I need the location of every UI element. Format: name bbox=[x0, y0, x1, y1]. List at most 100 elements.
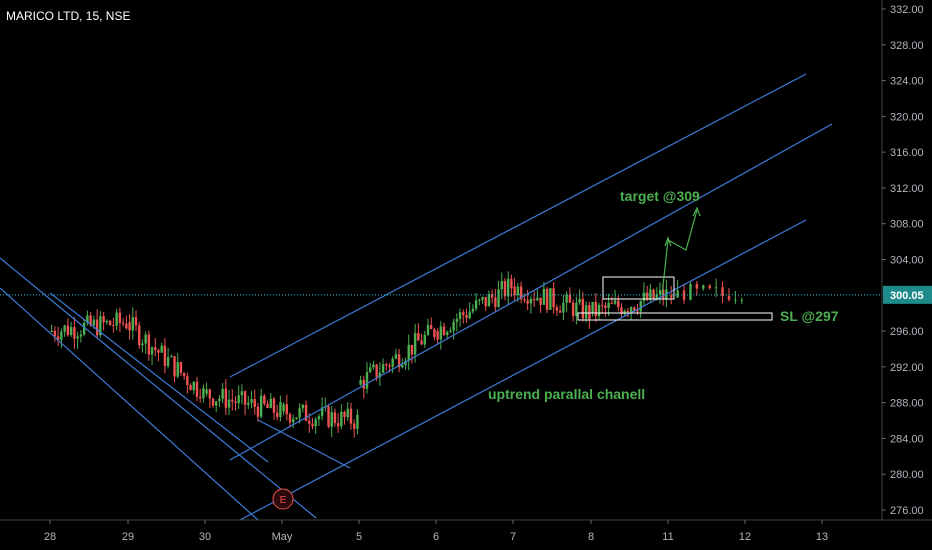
candle-body bbox=[176, 362, 179, 377]
candle-body bbox=[275, 412, 279, 418]
candle-body bbox=[497, 289, 500, 307]
candle-body bbox=[282, 404, 285, 412]
time-tick-label: 28 bbox=[44, 531, 56, 543]
price-tick-label: 312.00 bbox=[890, 183, 924, 195]
candle-body bbox=[288, 414, 292, 423]
channel-label: uptrend parallal chanell bbox=[488, 386, 645, 402]
candle-body bbox=[211, 398, 215, 406]
up-channel-lower-line[interactable] bbox=[239, 219, 807, 521]
event-marker[interactable] bbox=[272, 488, 294, 510]
candle-body bbox=[346, 408, 349, 418]
candle-body bbox=[179, 362, 183, 373]
candle-body bbox=[670, 295, 673, 298]
candle-body bbox=[610, 302, 614, 304]
candle-body bbox=[372, 364, 375, 368]
candle-body bbox=[568, 294, 572, 303]
candle-body bbox=[359, 379, 362, 385]
stoploss-box[interactable] bbox=[577, 312, 773, 321]
candle-body bbox=[426, 325, 430, 335]
candle-body bbox=[259, 395, 263, 417]
candle-body bbox=[221, 388, 224, 399]
down-channel-lower-line[interactable] bbox=[0, 287, 259, 521]
candle-body bbox=[378, 372, 382, 378]
time-tick-label: May bbox=[272, 531, 293, 543]
candle-body bbox=[86, 315, 89, 323]
candle-body bbox=[452, 321, 455, 331]
candle-body bbox=[571, 302, 575, 317]
candle-body bbox=[539, 297, 542, 305]
candle-body bbox=[198, 396, 202, 399]
candle-body bbox=[510, 278, 513, 289]
candle-body bbox=[455, 318, 459, 322]
target-label: target @309 bbox=[620, 188, 700, 204]
annotations-layer: target @309 SL @297 uptrend parallal chane… bbox=[272, 188, 839, 510]
candle-body bbox=[163, 345, 167, 366]
candle-body bbox=[352, 423, 356, 429]
down-channel-upper-line[interactable] bbox=[0, 257, 317, 519]
price-tick-label: 280.00 bbox=[890, 469, 924, 481]
stoploss-label: SL @297 bbox=[780, 308, 839, 324]
candle-body bbox=[604, 305, 607, 309]
time-tick-label: 12 bbox=[739, 531, 751, 543]
candle-body bbox=[375, 364, 378, 378]
candle-body bbox=[484, 297, 487, 307]
candle-body bbox=[102, 316, 105, 323]
candle-body bbox=[92, 319, 96, 326]
candle-body bbox=[536, 297, 539, 301]
candle-body bbox=[545, 288, 549, 310]
candle-body bbox=[295, 417, 298, 419]
candle-body bbox=[734, 299, 737, 301]
target-arrow-head-2 bbox=[664, 236, 672, 247]
down-channel-tail-line[interactable] bbox=[257, 419, 351, 469]
candle-body bbox=[658, 290, 662, 295]
down-channel-mid-line[interactable] bbox=[49, 292, 269, 463]
price-tick-label: 332.00 bbox=[890, 4, 924, 16]
candles-layer bbox=[50, 271, 743, 438]
candle-body bbox=[369, 367, 372, 373]
candle-body bbox=[401, 364, 404, 368]
time-tick-label: 13 bbox=[816, 531, 828, 543]
candle-body bbox=[189, 385, 192, 391]
candle-body bbox=[121, 322, 125, 324]
candle-body bbox=[311, 423, 314, 427]
candle-body bbox=[597, 304, 601, 316]
candle-body bbox=[397, 354, 401, 368]
target-arrow-path[interactable] bbox=[661, 209, 698, 296]
candle-body bbox=[250, 399, 253, 403]
candle-body bbox=[269, 398, 272, 408]
target-arrow-head bbox=[692, 206, 701, 217]
candle-body bbox=[314, 419, 317, 427]
candle-body bbox=[50, 330, 53, 332]
candle-body bbox=[474, 300, 478, 309]
candle-body bbox=[423, 334, 426, 345]
candle-body bbox=[76, 336, 79, 339]
candle-body bbox=[702, 285, 705, 289]
candle-body bbox=[394, 354, 398, 359]
candle-body bbox=[449, 330, 452, 332]
candle-body bbox=[523, 299, 526, 301]
candle-body bbox=[82, 322, 86, 335]
candle-body bbox=[330, 412, 333, 427]
time-tick-label: 8 bbox=[588, 531, 594, 543]
candle-body bbox=[240, 391, 244, 396]
candle-body bbox=[63, 325, 66, 332]
candle-body bbox=[636, 310, 639, 312]
drawings-layer[interactable] bbox=[0, 73, 833, 521]
candle-body bbox=[170, 356, 173, 358]
candle-body bbox=[138, 325, 141, 346]
candle-body bbox=[205, 389, 208, 394]
up-channel-mid-line[interactable] bbox=[229, 123, 833, 461]
candle-body bbox=[128, 322, 131, 331]
consolidation-box[interactable] bbox=[602, 276, 675, 300]
candle-body bbox=[740, 299, 743, 301]
time-tick-label: 29 bbox=[122, 531, 134, 543]
candle-body bbox=[340, 411, 343, 427]
candle-body bbox=[125, 323, 128, 329]
up-channel-upper-line[interactable] bbox=[229, 73, 807, 378]
candle-body bbox=[652, 289, 655, 299]
candle-body bbox=[154, 347, 157, 350]
candle-body bbox=[89, 315, 92, 326]
